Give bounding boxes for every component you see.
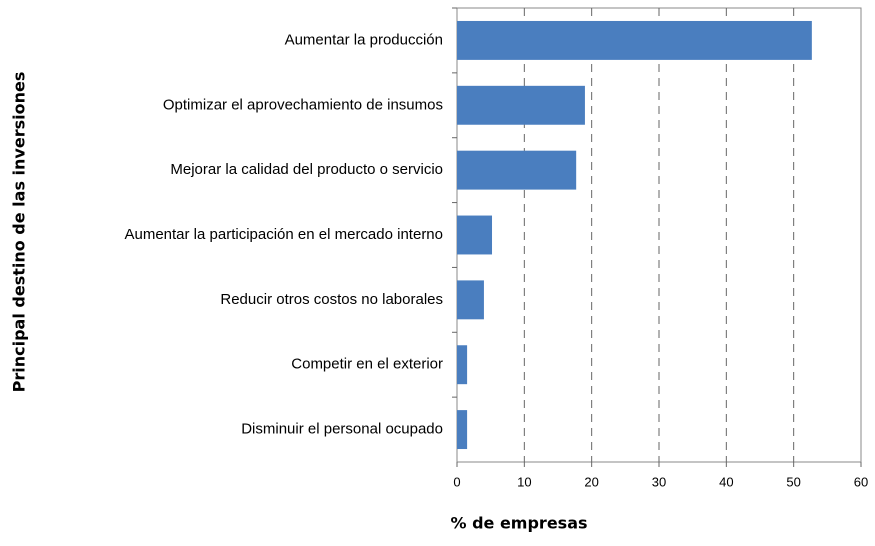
bar xyxy=(457,150,577,190)
y-tick-label: Mejorar la calidad del producto o servic… xyxy=(170,161,443,178)
y-tick-label: Optimizar el aprovechamiento de insumos xyxy=(163,96,443,113)
y-tick-label: Aumentar la participación en el mercado … xyxy=(124,226,443,243)
bar xyxy=(457,215,493,255)
x-tick-label: 0 xyxy=(453,474,460,489)
y-tick-label: Reducir otros costos no laborales xyxy=(220,291,443,308)
x-tick-label: 60 xyxy=(854,474,868,489)
bar xyxy=(457,410,468,450)
bar xyxy=(457,280,484,320)
x-tick-label: 50 xyxy=(786,474,800,489)
x-tick-label: 10 xyxy=(517,474,531,489)
y-axis-title: Principal destino de las inversiones xyxy=(10,72,29,393)
bar xyxy=(457,85,585,125)
bar xyxy=(457,345,468,385)
y-tick-label: Disminuir el personal ocupado xyxy=(241,421,443,438)
x-tick-label: 20 xyxy=(584,474,598,489)
y-tick-label: Competir en el exterior xyxy=(291,356,443,373)
y-tick-label: Aumentar la producción xyxy=(285,31,443,48)
x-tick-label: 30 xyxy=(652,474,666,489)
x-tick-label: 40 xyxy=(719,474,733,489)
bar xyxy=(457,20,812,60)
x-axis-title: % de empresas xyxy=(450,514,587,533)
